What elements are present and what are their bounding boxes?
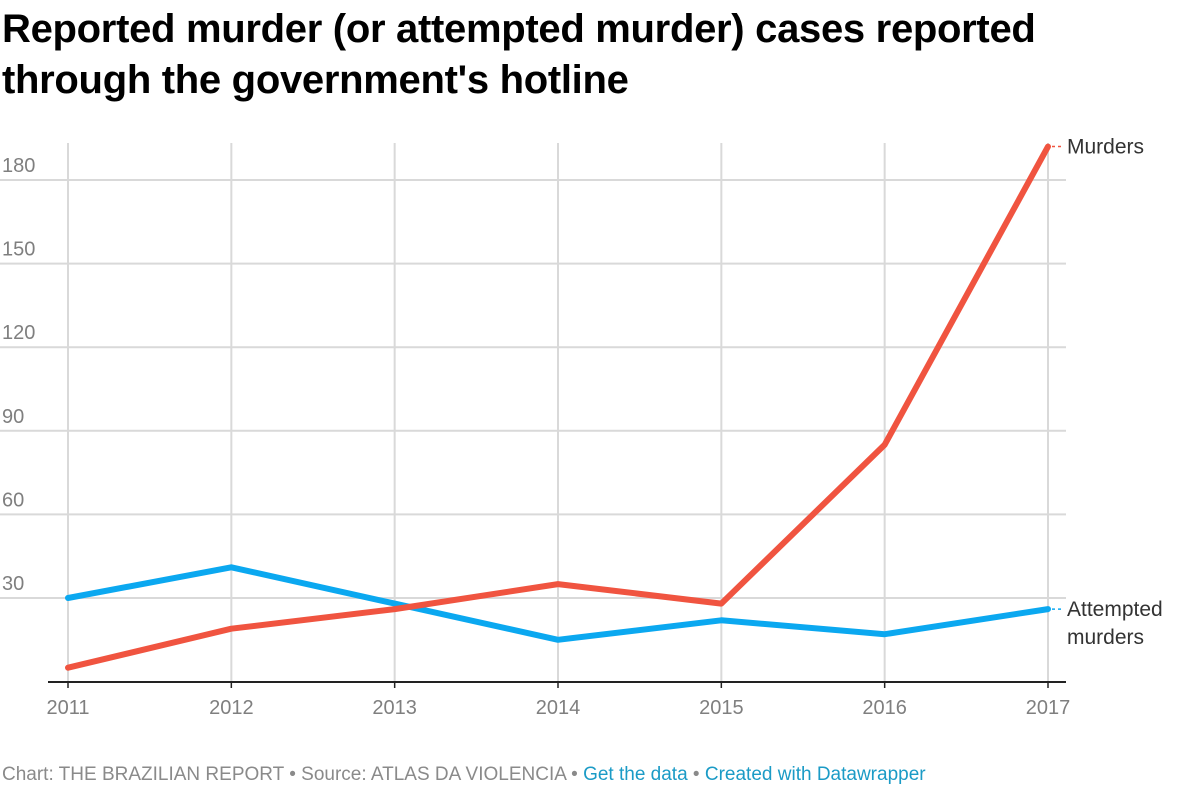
y-tick-label-30: 30 bbox=[2, 573, 24, 595]
y-tick-label-120: 120 bbox=[2, 322, 35, 344]
created-with-datawrapper-link[interactable]: Created with Datawrapper bbox=[704, 764, 926, 785]
y-tick-label-150: 150 bbox=[2, 239, 35, 261]
series-label-line: Murders bbox=[1067, 136, 1144, 159]
y-tick-label-60: 60 bbox=[2, 489, 24, 511]
series-line-attempted-murders bbox=[65, 564, 1051, 643]
x-tick-label-2013: 2013 bbox=[372, 697, 417, 719]
x-tick-label-2016: 2016 bbox=[862, 697, 907, 719]
series-label-line: Attempted bbox=[1067, 598, 1163, 621]
chart-footer: Chart: THE BRAZILIAN REPORT • Source: AT… bbox=[2, 764, 926, 786]
y-axis-tick-labels: 30 60 90 120 150 180 bbox=[2, 155, 35, 595]
series-label-attempted-murders: Attempted murders bbox=[1067, 598, 1163, 649]
x-tick-label-2012: 2012 bbox=[209, 697, 254, 719]
series-direct-labels: Attempted murders Murders bbox=[1052, 136, 1163, 649]
chart-credit: Chart: THE BRAZILIAN REPORT bbox=[2, 764, 284, 785]
source-text: Source: ATLAS DA VIOLENCIA bbox=[301, 764, 566, 785]
vertical-gridlines bbox=[67, 143, 1049, 688]
footer-separator: • bbox=[283, 764, 302, 785]
get-the-data-link[interactable]: Get the data bbox=[583, 764, 688, 785]
footer-separator: • bbox=[687, 764, 705, 785]
series-label-murders: Murders bbox=[1067, 136, 1144, 159]
chart-title: Reported murder (or attempted murder) ca… bbox=[2, 7, 1036, 102]
x-tick-label-2017: 2017 bbox=[1026, 697, 1071, 719]
footer-separator: • bbox=[565, 764, 584, 785]
series-lines bbox=[65, 143, 1051, 671]
x-tick-label-2014: 2014 bbox=[536, 697, 581, 719]
x-tick-label-2011: 2011 bbox=[46, 697, 89, 719]
horizontal-gridlines bbox=[0, 179, 1066, 599]
series-line-murders bbox=[65, 143, 1051, 671]
series-label-line: murders bbox=[1067, 626, 1144, 649]
y-tick-label-90: 90 bbox=[2, 406, 24, 428]
x-axis-tick-labels: 2011 2012 2013 2014 2015 2016 2017 bbox=[46, 697, 1070, 719]
x-tick-label-2015: 2015 bbox=[699, 697, 744, 719]
y-tick-label-180: 180 bbox=[2, 155, 35, 177]
